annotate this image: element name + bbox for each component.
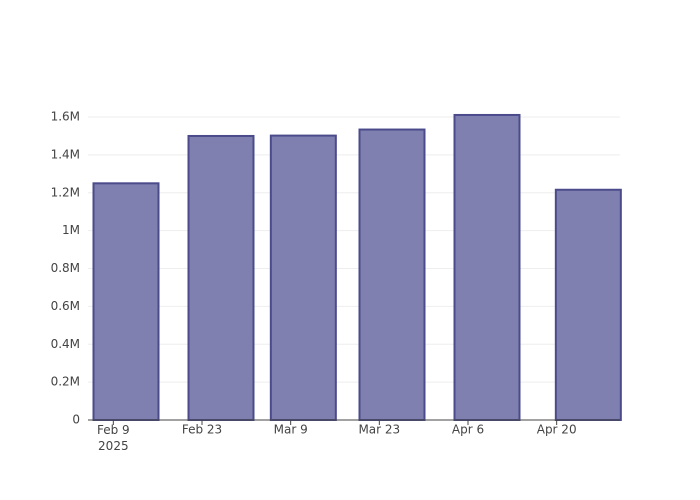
bar xyxy=(358,128,426,422)
y-tick-label: 1M xyxy=(62,223,80,237)
x-tick-label: Feb 9 2025 xyxy=(97,423,130,453)
bar xyxy=(269,134,337,421)
y-tick-label: 1.2M xyxy=(51,185,80,199)
bar xyxy=(187,134,255,422)
x-tick-label: Mar 9 xyxy=(274,423,308,437)
y-tick-label: 0.6M xyxy=(51,299,80,313)
x-tick-label-line: Feb 9 xyxy=(97,423,130,437)
x-tick-label: Apr 20 xyxy=(537,423,577,437)
y-tick-label: 0.2M xyxy=(51,375,80,389)
bar xyxy=(92,182,160,421)
bar xyxy=(453,113,521,421)
x-tick-label: Apr 6 xyxy=(452,423,484,437)
x-tick-label-line: 2025 xyxy=(98,439,129,453)
y-tick-label: 1.6M xyxy=(51,110,80,124)
x-tick-label: Feb 23 xyxy=(182,423,222,437)
x-tick-label: Mar 23 xyxy=(358,423,400,437)
bar xyxy=(554,188,622,421)
y-tick-label: 0.4M xyxy=(51,337,80,351)
y-tick-label: 0.8M xyxy=(51,261,80,275)
y-tick-label: 0 xyxy=(72,413,80,427)
y-tick-label: 1.4M xyxy=(51,147,80,161)
